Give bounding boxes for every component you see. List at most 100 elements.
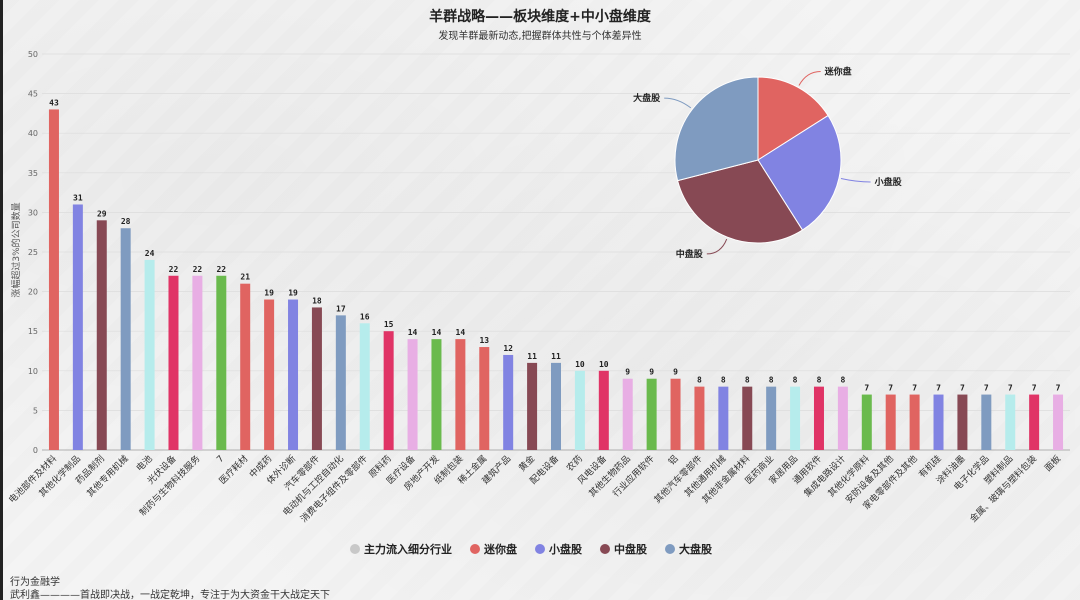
bar	[383, 331, 394, 450]
bar	[957, 394, 968, 450]
bar	[264, 299, 275, 450]
pie-leader-line	[706, 238, 728, 255]
data-label: 10	[599, 360, 609, 369]
data-label: 21	[240, 273, 250, 282]
y-tick-label: 0	[33, 446, 38, 455]
pie-slice	[674, 76, 759, 182]
legend-label: 大盘股	[679, 542, 713, 556]
y-tick-label: 30	[28, 208, 38, 217]
bar	[909, 394, 920, 450]
legend: 主力流入细分行业 迷你盘 小盘股 中盘股 大盘股	[350, 542, 713, 556]
bar	[431, 339, 442, 450]
data-label: 17	[336, 304, 346, 313]
data-label: 24	[145, 249, 155, 258]
pie-label: 小盘股	[874, 176, 903, 188]
bar	[574, 370, 585, 450]
bar	[72, 204, 83, 450]
bar	[288, 299, 299, 450]
data-label: 7	[1032, 384, 1037, 393]
data-label: 22	[216, 265, 226, 274]
data-label: 8	[817, 376, 822, 385]
y-tick-label: 35	[28, 169, 38, 178]
data-label: 15	[384, 320, 394, 329]
pie-slice	[757, 76, 829, 161]
bar	[861, 394, 872, 450]
data-label: 16	[360, 312, 370, 321]
data-label: 8	[721, 376, 726, 385]
x-tick-label: 黄金	[516, 453, 537, 474]
data-label: 14	[456, 328, 466, 337]
y-tick-label: 20	[28, 288, 38, 297]
bar	[885, 394, 896, 450]
bar	[622, 378, 633, 450]
legend-marker	[600, 544, 610, 554]
bar	[455, 339, 466, 450]
bar-series: 43电池部件及材料31其他化学制品29药品制剂28其他专用机械24电池22光伏设…	[6, 98, 1063, 524]
grid-lines: 0 5 10 15 20 25 30 35 40 45 50	[28, 50, 1070, 455]
bar	[96, 220, 107, 450]
data-label: 12	[503, 344, 513, 353]
data-label: 19	[288, 289, 298, 298]
legend-label: 迷你盘	[483, 542, 517, 556]
bar	[1053, 394, 1064, 450]
bar	[311, 307, 322, 450]
legend-marker	[535, 544, 545, 554]
bar	[144, 259, 155, 450]
footer-line-1: 行为金融学	[10, 577, 60, 588]
data-label: 8	[697, 376, 702, 385]
x-tick-label: 面板	[1042, 453, 1063, 474]
bar	[479, 347, 490, 450]
bar	[742, 386, 753, 450]
y-axis-label: 涨幅超过3%的公司数量	[10, 202, 22, 297]
data-label: 29	[97, 209, 107, 218]
legend-marker	[470, 544, 480, 554]
bar	[1029, 394, 1040, 450]
y-tick-label: 45	[28, 90, 38, 99]
bar	[168, 275, 179, 450]
pie-label: 迷你盘	[824, 65, 852, 77]
y-tick-label: 15	[28, 327, 38, 336]
bar	[48, 109, 59, 450]
bar	[766, 386, 777, 450]
x-tick-label: 7	[215, 454, 226, 465]
bar	[335, 315, 346, 450]
data-label: 9	[625, 368, 630, 377]
bar	[933, 394, 944, 450]
data-label: 22	[193, 265, 203, 274]
footer-line-2: 武利鑫————首战即决战，一战定乾坤，专注于为大资金干大战定天下	[10, 590, 330, 600]
window-edge	[0, 0, 3, 600]
pie-leader-line	[798, 70, 821, 86]
legend-label: 主力流入细分行业	[364, 542, 452, 556]
data-label: 28	[121, 217, 131, 226]
bar	[216, 275, 227, 450]
pie-slice	[676, 159, 804, 244]
y-tick-label: 40	[28, 129, 38, 138]
legend-marker	[350, 544, 360, 554]
data-label: 13	[479, 336, 489, 345]
bar	[120, 228, 131, 450]
data-label: 14	[432, 328, 442, 337]
data-label: 8	[793, 376, 798, 385]
chart-title: 羊群战略——板块维度+中小盘维度	[429, 8, 652, 25]
bar	[670, 378, 681, 450]
data-label: 9	[673, 368, 678, 377]
bar	[527, 362, 538, 450]
data-label: 18	[312, 296, 322, 305]
bar	[1005, 394, 1016, 450]
bar	[192, 275, 203, 450]
bar	[407, 339, 418, 450]
data-label: 7	[984, 384, 989, 393]
pie-leader-line	[840, 178, 871, 183]
pie-leader-line	[664, 97, 692, 109]
data-label: 8	[840, 376, 845, 385]
data-label: 8	[745, 376, 750, 385]
data-label: 7	[864, 384, 869, 393]
data-label: 43	[49, 98, 59, 107]
bar	[359, 323, 370, 450]
y-tick-label: 25	[28, 248, 38, 257]
x-tick-label: 农药	[564, 453, 585, 474]
x-tick-label: 铝	[666, 453, 681, 468]
bar	[694, 386, 705, 450]
